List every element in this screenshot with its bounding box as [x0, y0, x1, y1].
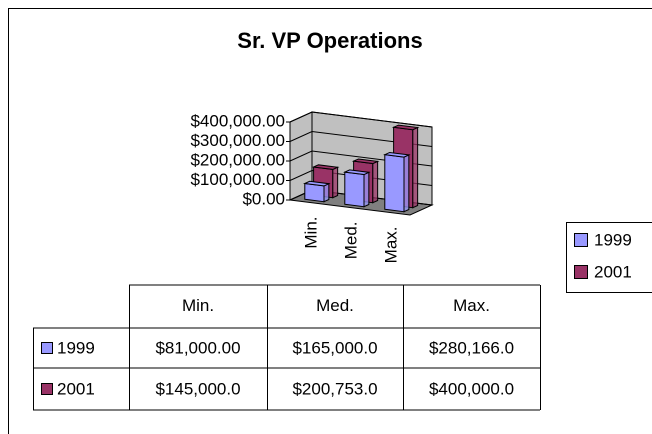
grid-line: [289, 130, 433, 147]
x-tick-label: Max.: [381, 227, 400, 264]
bar: [302, 180, 331, 203]
table-cell: $200,753.0: [292, 379, 377, 398]
y-tick-label: $300,000.00: [190, 131, 285, 150]
x-tick-label: Min.: [301, 217, 320, 249]
table-row-label: 2001: [57, 379, 95, 398]
bar-side: [332, 166, 339, 199]
bar-front: [384, 154, 405, 213]
y-tick-label: $200,000.00: [190, 150, 285, 169]
table-cell: $165,000.0: [292, 338, 377, 357]
bar-top: [302, 180, 331, 187]
bar-side: [363, 171, 370, 208]
bar-top: [311, 164, 340, 170]
bar-top: [391, 124, 420, 131]
bar: [342, 169, 371, 208]
bar-front: [304, 182, 325, 203]
y-tick-label: $400,000.00: [190, 111, 285, 130]
legend-label: 2001: [594, 262, 632, 281]
table-swatch: [41, 342, 53, 354]
legend-swatch: [574, 265, 588, 279]
chart-title: Sr. VP Operations: [237, 28, 422, 53]
bar-side: [372, 160, 379, 204]
legend-label: 1999: [594, 230, 632, 249]
table-swatch: [41, 383, 53, 395]
y-tick-label: $100,000.00: [190, 170, 285, 189]
bar-side: [323, 182, 330, 203]
bar-side: [403, 154, 410, 213]
bar-top: [342, 169, 371, 176]
bar: [382, 151, 411, 213]
x-tick-label: Med.: [341, 222, 360, 260]
grid-line: [289, 111, 433, 128]
table-cell: $145,000.0: [155, 379, 240, 398]
bar-front: [344, 171, 365, 208]
table-row-label: 1999: [57, 338, 95, 357]
bar-top: [382, 151, 411, 158]
bar-top: [351, 158, 380, 165]
table-cell: $280,166.0: [429, 338, 514, 357]
table-header: Med.: [316, 296, 354, 315]
y-tick-label: $0.00: [242, 189, 285, 208]
legend-swatch: [574, 233, 588, 247]
table-header: Max.: [453, 296, 490, 315]
table-cell: $81,000.00: [155, 338, 240, 357]
table-cell: $400,000.0: [429, 379, 514, 398]
bar-side: [412, 126, 419, 209]
table-header: Min.: [182, 296, 214, 315]
